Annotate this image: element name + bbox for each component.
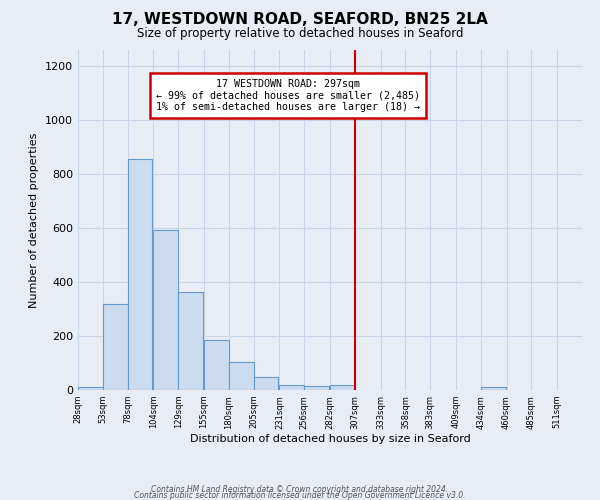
Bar [178, 292, 203, 390]
Bar [254, 378, 278, 390]
Text: 17 WESTDOWN ROAD: 297sqm
← 99% of detached houses are smaller (2,485)
1% of semi: 17 WESTDOWN ROAD: 297sqm ← 99% of detach… [157, 80, 421, 112]
Bar [481, 387, 506, 390]
Y-axis label: Number of detached properties: Number of detached properties [29, 132, 40, 308]
Bar [154, 230, 178, 390]
Bar [330, 385, 355, 390]
Bar [204, 340, 229, 390]
Text: 17, WESTDOWN ROAD, SEAFORD, BN25 2LA: 17, WESTDOWN ROAD, SEAFORD, BN25 2LA [112, 12, 488, 28]
Bar [280, 385, 304, 390]
X-axis label: Distribution of detached houses by size in Seaford: Distribution of detached houses by size … [190, 434, 470, 444]
Bar [304, 386, 329, 390]
Bar [128, 160, 152, 390]
Bar [229, 362, 254, 390]
Text: Contains public sector information licensed under the Open Government Licence v3: Contains public sector information licen… [134, 491, 466, 500]
Bar [78, 387, 103, 390]
Text: Contains HM Land Registry data © Crown copyright and database right 2024.: Contains HM Land Registry data © Crown c… [151, 485, 449, 494]
Bar [103, 304, 128, 390]
Text: Size of property relative to detached houses in Seaford: Size of property relative to detached ho… [137, 28, 463, 40]
